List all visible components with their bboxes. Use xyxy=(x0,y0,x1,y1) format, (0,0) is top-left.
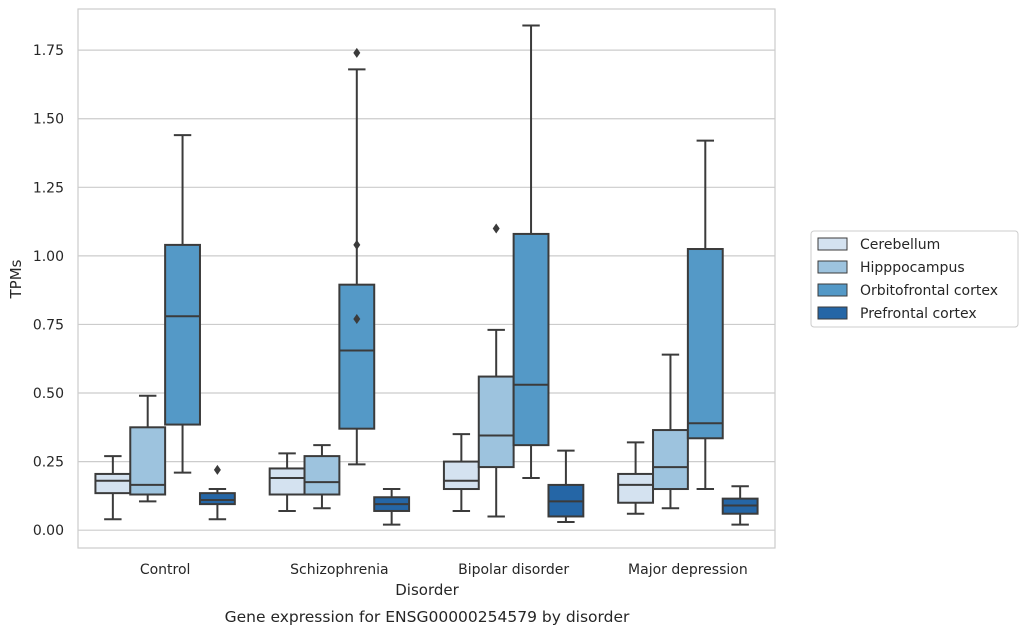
x-tick-label: Schizophrenia xyxy=(290,562,388,578)
box-iqr xyxy=(442,460,480,491)
legend-swatch xyxy=(817,306,848,320)
outlier-point xyxy=(213,464,221,475)
box-prefrontal-cortex xyxy=(198,464,236,521)
box-hipppocampus xyxy=(477,223,515,518)
box-orbitofrontal-cortex xyxy=(338,47,376,466)
legend-label: Orbitofrontal cortex xyxy=(860,283,998,299)
x-tick-label: Bipolar disorder xyxy=(458,562,569,578)
box-hipppocampus xyxy=(303,444,341,510)
y-tick-label: 1.50 xyxy=(33,112,64,128)
box-iqr xyxy=(198,492,236,506)
box-cerebellum xyxy=(268,452,306,512)
box-prefrontal-cortex xyxy=(373,488,411,526)
legend-label: Cerebellum xyxy=(860,237,940,253)
outlier-point xyxy=(353,239,361,250)
box-iqr xyxy=(652,429,689,491)
box-iqr xyxy=(94,472,132,495)
box-iqr xyxy=(338,283,376,430)
box-hipppocampus xyxy=(652,353,689,510)
box-iqr xyxy=(268,467,306,496)
y-tick-label: 0.75 xyxy=(33,317,64,333)
box-orbitofrontal-cortex xyxy=(164,134,201,474)
x-tick-label: Major depression xyxy=(628,562,748,578)
box-iqr xyxy=(129,426,167,496)
legend-label: Hipppocampus xyxy=(860,260,965,276)
box-iqr xyxy=(617,472,655,504)
box-orbitofrontal-cortex xyxy=(686,139,724,491)
box-iqr xyxy=(477,375,515,469)
box-iqr xyxy=(303,455,341,496)
outlier-point xyxy=(492,223,500,234)
x-tick-labels: Control Schizophrenia Bipolar disorder Majo… xyxy=(140,562,748,578)
box-orbitofrontal-cortex xyxy=(512,24,550,480)
legend: Cerebellum Hipppocampus Orbitofrontal cort… xyxy=(810,230,1019,328)
box-cerebellum xyxy=(617,441,655,515)
legend-swatch xyxy=(817,237,848,251)
y-tick-label: 1.25 xyxy=(33,180,64,196)
legend-swatch xyxy=(817,260,848,274)
plot-frame xyxy=(77,8,776,549)
y-tick-label: 0.50 xyxy=(33,386,64,402)
x-axis-title: Disorder xyxy=(395,581,459,599)
y-axis-title: TPMs xyxy=(7,259,25,299)
chart-caption: Gene expression for ENSG00000254579 by d… xyxy=(225,608,630,626)
box-cerebellum xyxy=(442,433,480,512)
outlier-point xyxy=(353,313,361,324)
y-tick-label: 0.00 xyxy=(33,523,64,539)
y-tick-label: 1.00 xyxy=(33,249,64,265)
box-iqr xyxy=(686,248,724,440)
box-marks xyxy=(94,24,759,526)
x-tick-label: Control xyxy=(140,562,191,578)
legend-label: Prefrontal cortex xyxy=(860,306,977,322)
box-prefrontal-cortex xyxy=(547,449,585,523)
y-tick-label: 0.25 xyxy=(33,455,64,471)
outlier-point xyxy=(353,47,361,58)
box-iqr xyxy=(164,243,201,426)
box-cerebellum xyxy=(94,455,132,521)
box-prefrontal-cortex xyxy=(721,485,759,526)
legend-swatch xyxy=(817,283,848,297)
box-iqr xyxy=(512,232,550,447)
y-tick-label: 1.75 xyxy=(33,43,64,59)
y-tick-labels: 0.00 0.25 0.50 0.75 1.00 1.25 1.50 1.75 xyxy=(33,43,64,539)
box-hipppocampus xyxy=(129,394,167,503)
legend-frame xyxy=(810,230,1019,328)
